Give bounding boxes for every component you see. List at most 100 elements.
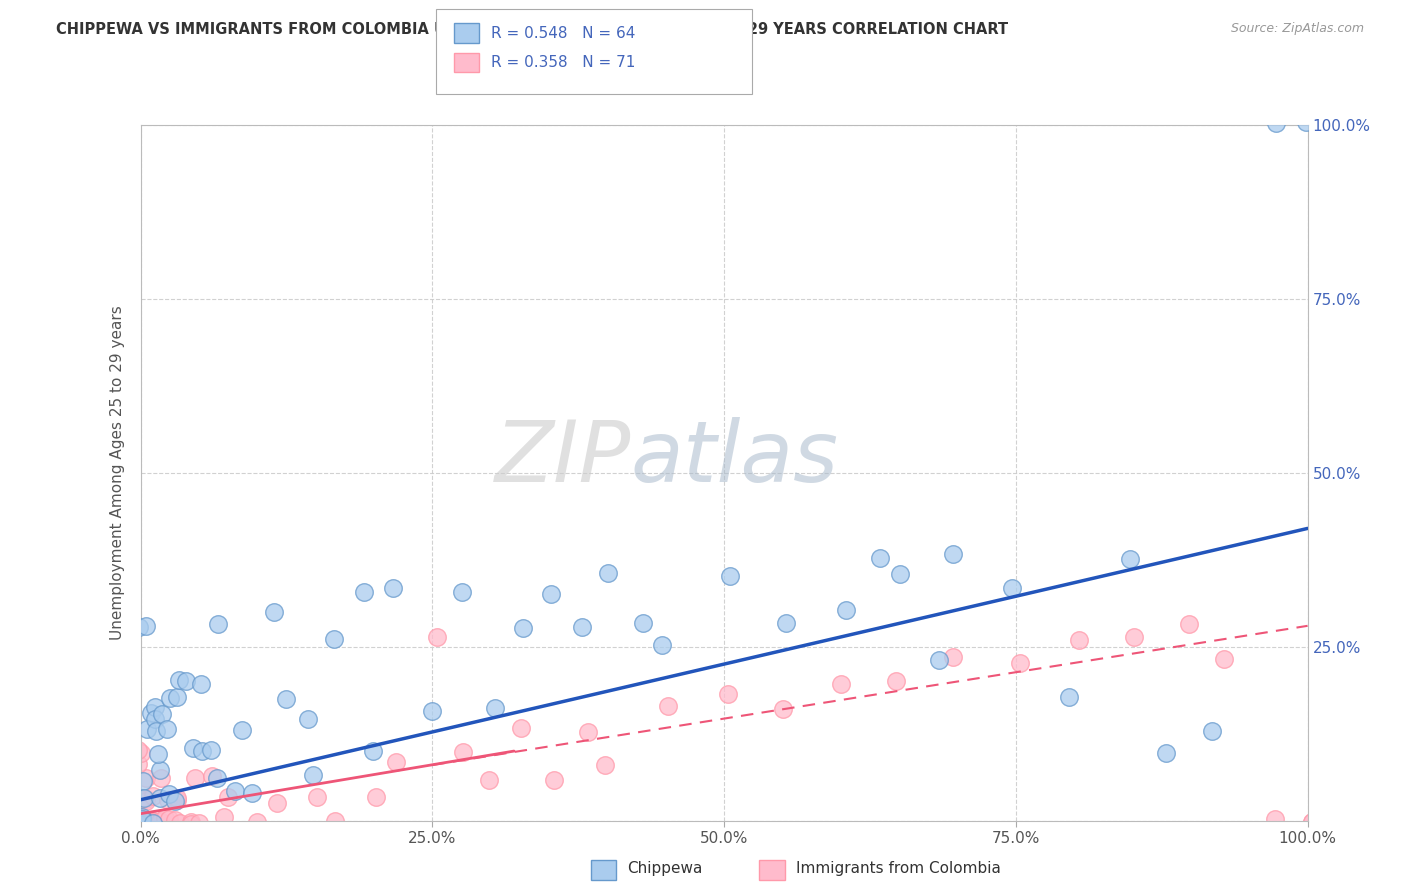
- Point: [775, 616, 797, 631]
- Point: [128, 620, 150, 634]
- Point: [135, 817, 157, 831]
- Point: [1213, 652, 1236, 666]
- Point: [657, 699, 679, 714]
- Point: [928, 653, 950, 667]
- Text: R = 0.548   N = 64: R = 0.548 N = 64: [491, 26, 636, 40]
- Point: [1201, 723, 1223, 738]
- Point: [1001, 582, 1024, 596]
- Point: [169, 815, 191, 830]
- Point: [1264, 812, 1286, 826]
- Point: [231, 723, 253, 738]
- Point: [134, 816, 156, 830]
- Point: [143, 712, 166, 726]
- Point: [149, 814, 172, 829]
- Point: [131, 791, 153, 805]
- Point: [135, 771, 157, 785]
- Point: [153, 811, 176, 825]
- Text: R = 0.358   N = 71: R = 0.358 N = 71: [491, 55, 636, 70]
- Point: [302, 768, 325, 782]
- Point: [163, 813, 186, 827]
- Point: [385, 755, 408, 769]
- Point: [942, 650, 965, 665]
- Text: CHIPPEWA VS IMMIGRANTS FROM COLOMBIA UNEMPLOYMENT AMONG AGES 25 TO 29 YEARS CORR: CHIPPEWA VS IMMIGRANTS FROM COLOMBIA UNE…: [56, 22, 1008, 37]
- Point: [651, 638, 673, 652]
- Point: [426, 630, 449, 644]
- Point: [129, 813, 152, 827]
- Point: [159, 691, 181, 706]
- Point: [1123, 630, 1146, 644]
- Point: [124, 794, 146, 808]
- Point: [1154, 746, 1177, 760]
- Point: [835, 603, 858, 617]
- Point: [1119, 552, 1142, 566]
- Point: [578, 725, 600, 739]
- Point: [297, 712, 319, 726]
- Point: [207, 617, 229, 632]
- Y-axis label: Unemployment Among Ages 25 to 29 years: Unemployment Among Ages 25 to 29 years: [110, 305, 125, 640]
- Point: [512, 621, 534, 635]
- Point: [266, 796, 288, 810]
- Text: Chippewa: Chippewa: [627, 862, 703, 876]
- Point: [420, 704, 443, 718]
- Point: [184, 771, 207, 785]
- Point: [157, 812, 180, 826]
- Point: [163, 794, 186, 808]
- Point: [246, 814, 269, 829]
- Point: [157, 787, 180, 801]
- Point: [307, 789, 329, 804]
- Point: [205, 772, 228, 786]
- Point: [131, 813, 153, 827]
- Point: [1301, 814, 1323, 829]
- Point: [157, 793, 180, 807]
- Point: [942, 547, 965, 561]
- Point: [141, 815, 163, 830]
- Point: [363, 744, 385, 758]
- Point: [143, 700, 166, 714]
- Point: [1265, 116, 1288, 130]
- Point: [128, 816, 150, 830]
- Point: [166, 791, 188, 805]
- Point: [135, 722, 157, 736]
- Point: [1295, 115, 1317, 129]
- Point: [129, 813, 152, 827]
- Point: [149, 771, 172, 785]
- Point: [166, 793, 188, 807]
- Point: [1178, 617, 1201, 632]
- Point: [543, 773, 565, 788]
- Point: [139, 706, 162, 720]
- Point: [129, 746, 152, 760]
- Point: [717, 687, 740, 701]
- Point: [1010, 656, 1032, 670]
- Point: [125, 811, 148, 825]
- Point: [596, 566, 619, 580]
- Point: [127, 811, 149, 825]
- Point: [1057, 690, 1080, 704]
- Point: [127, 795, 149, 809]
- Text: atlas: atlas: [631, 417, 839, 500]
- Point: [772, 702, 794, 716]
- Point: [478, 772, 501, 787]
- Text: Source: ZipAtlas.com: Source: ZipAtlas.com: [1230, 22, 1364, 36]
- Point: [174, 673, 197, 688]
- Point: [149, 790, 172, 805]
- Point: [190, 677, 212, 691]
- Point: [146, 747, 169, 761]
- Point: [217, 789, 239, 804]
- Point: [200, 742, 222, 756]
- Point: [1301, 815, 1323, 830]
- Point: [129, 791, 152, 805]
- Point: [131, 810, 153, 824]
- Point: [274, 691, 297, 706]
- Point: [149, 764, 172, 778]
- Point: [135, 618, 157, 632]
- Point: [571, 620, 593, 634]
- Point: [127, 816, 149, 830]
- Point: [128, 813, 150, 827]
- Point: [593, 757, 616, 772]
- Text: Immigrants from Colombia: Immigrants from Colombia: [796, 862, 1001, 876]
- Point: [149, 815, 172, 830]
- Point: [484, 700, 506, 714]
- Point: [451, 584, 474, 599]
- Point: [263, 606, 285, 620]
- Point: [131, 812, 153, 826]
